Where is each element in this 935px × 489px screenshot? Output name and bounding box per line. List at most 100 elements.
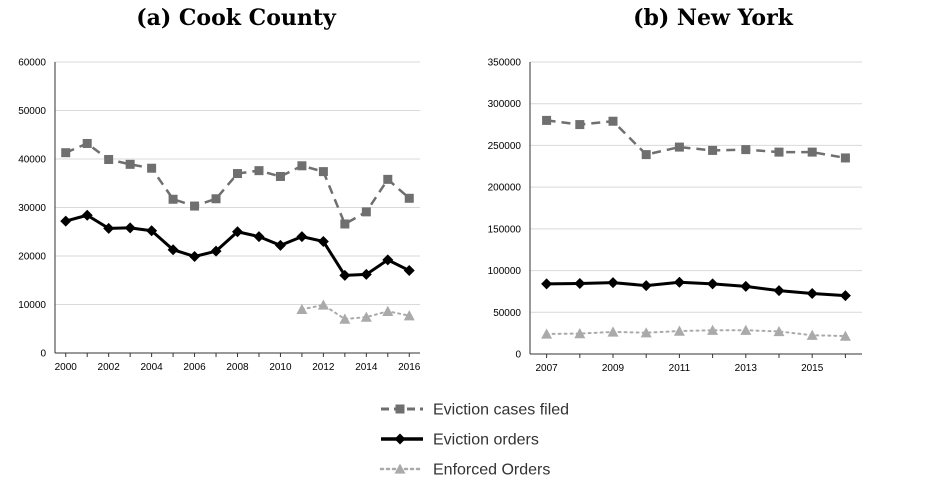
b-data-point-0 (708, 145, 718, 155)
a-x-tick-label: 2002 (98, 362, 121, 373)
a-data-point-0 (383, 174, 393, 184)
b-data-point-2 (607, 326, 619, 337)
b-y-tick-label: 350000 (488, 58, 522, 69)
a-data-point-1 (146, 225, 158, 237)
a-data-point-0 (340, 219, 350, 229)
a-data-point-1 (103, 222, 115, 234)
legend-marker-0 (395, 404, 405, 414)
b-data-point-2 (541, 328, 553, 339)
b-data-point-1 (574, 278, 586, 290)
a-data-point-2 (296, 303, 308, 315)
b-data-point-1 (806, 288, 818, 300)
b-data-point-2 (574, 328, 586, 339)
a-data-point-0 (361, 207, 371, 217)
a-data-point-1 (167, 244, 179, 256)
a-data-point-1 (382, 254, 394, 266)
a-data-point-0 (82, 138, 92, 148)
a-x-tick-label: 2000 (55, 362, 78, 373)
b-x-tick-label: 2011 (669, 363, 691, 374)
chart-b-title: (b) New York (633, 5, 794, 31)
legend-label-2: Enforced Orders (433, 462, 550, 479)
a-data-point-2 (339, 313, 351, 324)
a-data-point-1 (403, 265, 415, 277)
legend-marker-1 (394, 433, 406, 445)
b-data-point-2 (673, 325, 685, 336)
a-data-point-1 (189, 250, 201, 262)
a-series-line-2 (300, 303, 411, 321)
b-x-tick-label: 2015 (801, 363, 824, 374)
b-series-line-1 (546, 280, 846, 298)
a-data-point-0 (318, 167, 328, 177)
legend-label-1: Eviction orders (433, 432, 539, 449)
b-data-point-2 (806, 329, 818, 340)
a-y-tick-label: 40000 (18, 155, 46, 166)
a-data-point-0 (168, 194, 178, 204)
chart-legend: Eviction cases filed Eviction orders Enfor… (379, 402, 569, 479)
b-data-point-1 (673, 276, 685, 288)
b-data-point-0 (641, 150, 651, 160)
b-series-line-0 (546, 119, 846, 160)
b-data-point-0 (608, 116, 618, 126)
a-data-point-0 (254, 166, 264, 176)
a-series-line-1 (65, 213, 410, 277)
a-data-point-0 (211, 194, 221, 204)
a-y-tick-label: 30000 (18, 203, 46, 214)
chart-a-title: (a) Cook County (136, 5, 337, 31)
a-data-point-1 (360, 268, 372, 280)
a-x-tick-label: 2016 (398, 362, 421, 373)
b-data-point-0 (807, 147, 817, 157)
a-data-point-1 (274, 239, 286, 251)
b-data-point-0 (575, 120, 585, 130)
b-data-point-1 (541, 278, 553, 290)
a-data-point-2 (317, 299, 329, 310)
a-data-point-0 (404, 193, 414, 203)
a-data-point-1 (232, 226, 243, 238)
a-y-tick-label: 60000 (18, 58, 46, 69)
b-data-point-1 (839, 290, 851, 302)
a-data-point-1 (317, 235, 329, 247)
b-data-point-0 (840, 153, 850, 163)
b-data-point-1 (640, 280, 652, 292)
a-data-point-1 (60, 215, 72, 227)
a-y-tick-label: 0 (40, 349, 46, 360)
b-data-point-2 (640, 327, 652, 338)
a-data-point-2 (360, 311, 372, 322)
b-data-point-0 (774, 147, 784, 157)
b-data-point-1 (707, 278, 719, 290)
b-series-line-2 (545, 329, 847, 338)
a-x-tick-label: 2008 (226, 362, 249, 373)
a-data-point-0 (275, 171, 285, 181)
b-data-point-2 (839, 330, 851, 341)
new-york-plot: 0 50000 100000 150000 200000 250000 300000 3500… (488, 58, 862, 374)
a-data-point-0 (125, 159, 135, 169)
a-data-point-0 (61, 148, 71, 158)
a-x-tick-label: 2010 (269, 362, 292, 373)
b-y-tick-label: 100000 (488, 266, 522, 277)
a-data-point-1 (210, 245, 222, 257)
b-y-tick-label: 250000 (488, 141, 522, 152)
a-data-point-0 (297, 161, 307, 171)
a-data-point-0 (233, 169, 242, 179)
b-data-point-0 (674, 142, 684, 152)
b-y-tick-label: 300000 (488, 99, 522, 110)
b-data-point-1 (773, 285, 785, 297)
b-data-point-1 (607, 277, 619, 289)
b-y-tick-label: 50000 (493, 308, 521, 319)
b-y-tick-label: 0 (515, 350, 521, 361)
a-series-line-0 (65, 142, 411, 226)
a-y-tick-label: 20000 (18, 252, 46, 263)
legend-label-0: Eviction cases filed (433, 402, 569, 419)
b-data-point-0 (542, 115, 552, 125)
a-data-point-2 (382, 305, 394, 316)
a-data-point-1 (81, 209, 93, 221)
b-x-tick-label: 2007 (535, 363, 558, 374)
a-data-point-0 (190, 201, 200, 211)
cook-county-plot: 0 10000 20000 30000 40000 50000 60000 2000 2002 2… (18, 58, 421, 374)
a-y-tick-label: 50000 (18, 106, 46, 117)
b-data-point-2 (773, 325, 785, 337)
a-x-tick-label: 2014 (355, 362, 378, 373)
a-data-point-0 (104, 154, 114, 164)
b-data-point-2 (707, 324, 719, 335)
b-data-point-2 (740, 324, 752, 335)
